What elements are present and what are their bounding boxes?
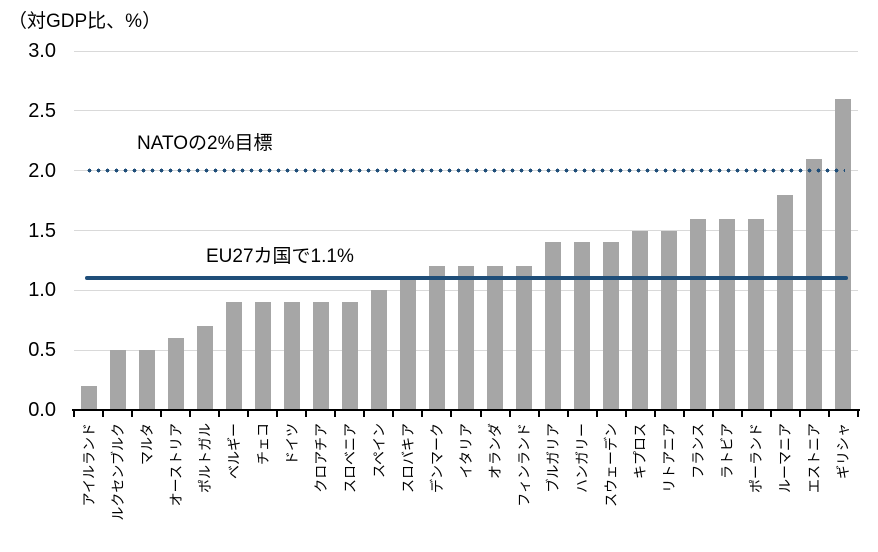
bar	[138, 350, 155, 410]
tick-mark	[624, 411, 627, 417]
x-category-label: アイルランド	[80, 423, 97, 507]
x-category-label: キプロス	[632, 423, 649, 479]
x-category-label: ルクセンブルク	[109, 423, 126, 521]
tick-mark	[566, 411, 569, 417]
tick-mark	[827, 411, 830, 417]
bar	[545, 242, 562, 410]
x-category-label: ポルトガル	[196, 423, 213, 493]
x-category-label: ドイツ	[283, 423, 300, 465]
tick-mark	[247, 411, 250, 417]
y-tick-label: 0.0	[28, 399, 56, 421]
x-category-label: ラトビア	[719, 423, 736, 479]
x-category-label: スペイン	[370, 423, 387, 479]
nato-target-annotation: NATOの2%目標	[137, 133, 273, 154]
eu-average-annotation: EU27カ国で1.1%	[206, 246, 354, 267]
tick-mark	[537, 411, 540, 417]
x-category-label: オーストリア	[167, 423, 184, 507]
x-category-label: ギリシャ	[835, 423, 852, 479]
tick-mark	[305, 411, 308, 417]
bar	[574, 242, 591, 410]
x-category-label: ポーランド	[748, 423, 765, 493]
x-category-label: デンマーク	[428, 423, 445, 493]
tick-mark	[769, 411, 772, 417]
y-tick-label: 2.0	[28, 159, 56, 182]
x-category-label: スロバキア	[399, 423, 416, 493]
tick-mark	[421, 411, 424, 417]
x-category-label: クロアチア	[312, 423, 329, 493]
x-category-label: スウェーデン	[603, 423, 620, 507]
y-tick-label: 1.5	[28, 219, 56, 242]
x-category-label: ハンガリー	[574, 423, 591, 493]
bar	[225, 302, 242, 410]
bar	[603, 242, 620, 410]
tick-mark	[653, 411, 656, 417]
x-category-label: ブルガリア	[545, 423, 562, 493]
bar	[632, 230, 649, 410]
tick-mark	[450, 411, 453, 417]
x-category-label: ルーマニア	[777, 423, 794, 493]
bar	[719, 218, 736, 410]
eu-average-line	[85, 276, 848, 281]
tick-mark	[508, 411, 511, 417]
x-category-label: マルタ	[138, 423, 155, 465]
tick-mark	[160, 411, 163, 417]
x-category-label: イタリア	[458, 423, 474, 479]
tick-mark	[711, 411, 714, 417]
bar	[777, 194, 794, 410]
tick-mark	[363, 411, 366, 417]
x-category-label: スロベニア	[341, 423, 358, 493]
y-tick-label: 2.5	[28, 99, 56, 122]
x-category-label: オランダ	[487, 423, 504, 479]
bar	[341, 302, 358, 410]
bar	[428, 266, 445, 410]
bar	[487, 266, 504, 410]
x-axis-line	[72, 409, 860, 411]
tick-mark	[595, 411, 598, 417]
tick-mark	[131, 411, 134, 417]
gridline	[74, 230, 858, 231]
y-tick-label: 0.5	[28, 339, 56, 362]
bar	[196, 326, 213, 410]
bar	[661, 230, 678, 410]
nato-target-line	[85, 168, 845, 174]
bar	[748, 218, 765, 410]
x-category-label: リトアニア	[661, 423, 678, 493]
bar	[109, 350, 126, 410]
tick-mark	[218, 411, 221, 417]
bar	[312, 302, 329, 410]
y-tick-label: 3.0	[28, 40, 56, 62]
bar	[167, 338, 184, 410]
tick-mark	[392, 411, 395, 417]
tick-mark	[276, 411, 279, 417]
bar	[399, 278, 416, 410]
tick-mark	[798, 411, 801, 417]
tick-mark	[189, 411, 192, 417]
gridline	[74, 50, 858, 52]
tick-mark	[102, 411, 105, 417]
tick-mark	[740, 411, 743, 417]
bar	[516, 266, 533, 410]
tick-mark	[334, 411, 337, 417]
tick-mark	[682, 411, 685, 417]
x-category-label: エストニア	[806, 423, 823, 493]
bar	[254, 302, 271, 410]
x-category-label: ベルギー	[225, 423, 242, 479]
tick-mark	[479, 411, 482, 417]
tick-mark	[73, 411, 75, 417]
x-category-label: フランス	[690, 423, 707, 479]
bar	[835, 98, 852, 410]
gridline	[74, 110, 858, 112]
bar	[806, 158, 823, 410]
x-category-label: チェコ	[254, 423, 271, 465]
bar	[370, 290, 387, 410]
bar	[80, 386, 97, 410]
bar	[283, 302, 300, 410]
bar	[690, 218, 707, 410]
tick-mark	[857, 411, 859, 417]
bar	[458, 266, 474, 410]
y-tick-label: 1.0	[28, 279, 56, 302]
x-category-label: フィンランド	[516, 423, 533, 507]
y-axis-unit-label: （対GDP比、%）	[8, 11, 162, 32]
